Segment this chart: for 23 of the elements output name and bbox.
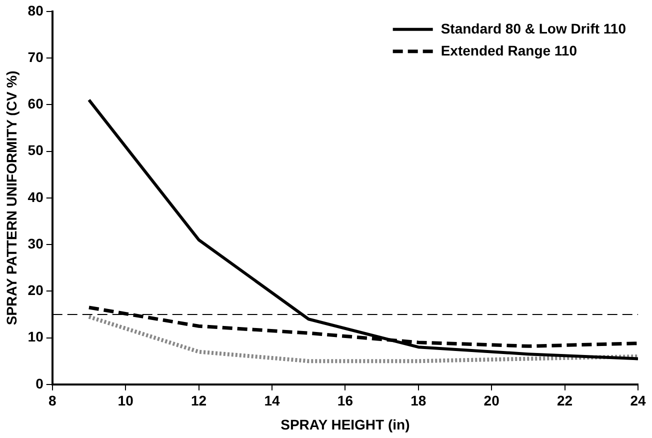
y-tick-label: 20 (28, 282, 44, 298)
x-axis-title: SPRAY HEIGHT (in) (280, 416, 410, 432)
x-tick-label: 20 (484, 392, 500, 409)
y-tick-label: 40 (28, 188, 44, 205)
x-tick-label: 18 (410, 392, 426, 409)
x-tick-label: 14 (264, 392, 280, 409)
y-tick-label: 70 (28, 48, 44, 65)
legend-label: Standard 80 & Low Drift 110 (440, 20, 626, 36)
y-axis-title: SPRAY PATTERN UNIFORMITY (CV %) (3, 70, 20, 326)
y-tick-label: 10 (28, 328, 44, 345)
legend-label: Extended Range 110 (440, 42, 578, 58)
x-tick-label: 10 (118, 392, 134, 409)
y-tick-label: 0 (36, 375, 44, 392)
x-tick-label: 12 (190, 392, 207, 409)
x-tick-label: 24 (630, 392, 646, 409)
x-tick-label: 16 (337, 392, 354, 409)
x-tick-label: 22 (557, 392, 573, 409)
y-tick-label: 50 (28, 142, 44, 158)
y-tick-label: 80 (28, 2, 44, 18)
y-tick-label: 30 (28, 235, 44, 252)
y-tick-label: 60 (28, 96, 44, 112)
line-series (86, 314, 638, 364)
x-tick-label: 8 (48, 392, 56, 409)
